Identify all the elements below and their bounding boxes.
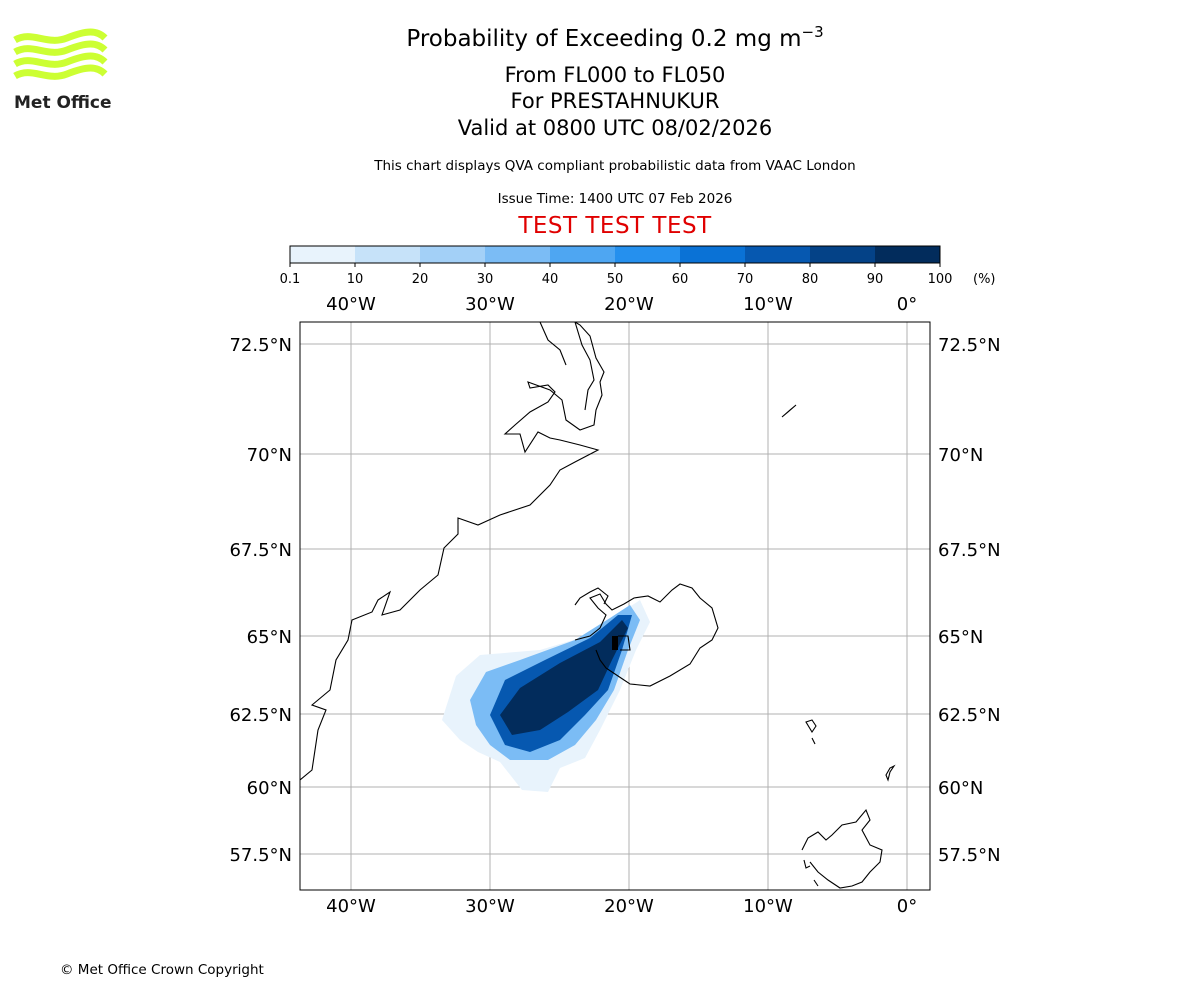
colorbar-tick-label: 20 bbox=[412, 272, 429, 287]
chart-title: Probability of Exceeding 0.2 mg m−3 bbox=[0, 23, 1200, 53]
lon-label-bottom: 10°W bbox=[743, 896, 793, 917]
chart-description: This chart displays QVA compliant probab… bbox=[374, 158, 856, 174]
lat-label-left: 72.5°N bbox=[229, 335, 292, 356]
lon-label-top: 20°W bbox=[604, 294, 654, 315]
lat-label-right: 72.5°N bbox=[938, 335, 1001, 356]
lat-label-right: 65°N bbox=[938, 627, 983, 648]
map-frame bbox=[299, 321, 931, 891]
chart-title-main: Probability of Exceeding 0.2 mg m bbox=[406, 26, 802, 52]
colorbar-tick-label: 100 bbox=[928, 272, 953, 287]
lon-label-bottom: 40°W bbox=[326, 896, 376, 917]
lat-label-right: 57.5°N bbox=[938, 845, 1001, 866]
map-plot-area bbox=[299, 321, 931, 891]
coastline-segment bbox=[805, 719, 817, 734]
lat-label-right: 62.5°N bbox=[938, 705, 1001, 726]
lat-label-right: 60°N bbox=[938, 778, 983, 799]
met-office-logo: Met Office bbox=[13, 28, 112, 113]
lon-label-bottom: 30°W bbox=[465, 896, 515, 917]
map-axis-labels: 40°W 40°W 30°W 30°W 20°W 20°W 10°W 10°W 0° 0° 72.5… bbox=[229, 294, 1000, 917]
plume-probability-area bbox=[500, 620, 628, 735]
coastline-segment bbox=[539, 322, 567, 366]
volcano-marker-outline bbox=[618, 635, 631, 651]
logo-text: Met Office bbox=[14, 93, 112, 113]
logo-wave-stroke bbox=[13, 64, 108, 80]
coastline-segment bbox=[574, 587, 609, 606]
colorbar-tick-label: 70 bbox=[737, 272, 754, 287]
coastline-segment bbox=[801, 808, 883, 889]
lon-label-top: 0° bbox=[897, 294, 917, 315]
colorbar-swatch bbox=[875, 246, 941, 263]
lat-label-left: 57.5°N bbox=[229, 845, 292, 866]
colorbar-swatch bbox=[615, 246, 681, 263]
chart-title-superscript: −3 bbox=[801, 23, 824, 41]
colorbar-swatch bbox=[290, 246, 356, 263]
lat-label-right: 67.5°N bbox=[938, 540, 1001, 561]
copyright: © Met Office Crown Copyright bbox=[60, 962, 264, 978]
colorbar-tick-label: 0.1 bbox=[280, 272, 301, 287]
test-banner: TEST TEST TEST bbox=[518, 213, 712, 239]
valid-time: Valid at 0800 UTC 08/02/2026 bbox=[457, 116, 773, 140]
coastline-segment bbox=[803, 859, 811, 869]
coastline-segment bbox=[300, 322, 605, 781]
lat-label-right: 70°N bbox=[938, 445, 983, 466]
lat-label-left: 62.5°N bbox=[229, 705, 292, 726]
colorbar-swatch bbox=[420, 246, 486, 263]
coastlines bbox=[300, 322, 896, 889]
colorbar-swatch bbox=[745, 246, 811, 263]
ash-plume bbox=[442, 600, 650, 792]
colorbar-tick-label: 50 bbox=[607, 272, 624, 287]
volcano-name: For PRESTAHNUKUR bbox=[510, 89, 720, 113]
colorbar-unit-label: (%) bbox=[973, 272, 996, 287]
colorbar-tick-label: 90 bbox=[867, 272, 884, 287]
colorbar-tick-label: 60 bbox=[672, 272, 689, 287]
map-gridlines bbox=[300, 322, 930, 890]
lat-label-left: 65°N bbox=[247, 627, 292, 648]
logo-wave-stroke bbox=[13, 28, 108, 44]
lat-label-left: 67.5°N bbox=[229, 540, 292, 561]
colorbar-tick-label: 30 bbox=[477, 272, 494, 287]
lon-label-top: 10°W bbox=[743, 294, 793, 315]
colorbar-swatch bbox=[680, 246, 746, 263]
volcano-marker bbox=[612, 636, 618, 650]
logo-wave-stroke bbox=[13, 40, 108, 56]
lon-label-top: 40°W bbox=[326, 294, 376, 315]
lat-label-left: 70°N bbox=[247, 445, 292, 466]
lon-label-bottom: 0° bbox=[897, 896, 917, 917]
coastline-segment bbox=[885, 764, 896, 782]
lat-label-left: 60°N bbox=[247, 778, 292, 799]
coastline-segment bbox=[781, 404, 797, 418]
colorbar-swatch bbox=[550, 246, 616, 263]
coastline-segment bbox=[574, 583, 719, 687]
lon-label-bottom: 20°W bbox=[604, 896, 654, 917]
coastline-segment bbox=[574, 322, 595, 411]
colorbar-tick-label: 10 bbox=[347, 272, 364, 287]
lon-label-top: 30°W bbox=[465, 294, 515, 315]
logo-wave-stroke bbox=[13, 52, 108, 68]
colorbar-swatch bbox=[485, 246, 551, 263]
coastline-segment bbox=[811, 737, 816, 745]
logo-waves-icon bbox=[13, 28, 108, 80]
colorbar-swatch bbox=[810, 246, 876, 263]
coastline-segment bbox=[813, 879, 819, 887]
level-range: From FL000 to FL050 bbox=[504, 63, 726, 87]
colorbar-tick-label: 40 bbox=[542, 272, 559, 287]
colorbar-swatch bbox=[355, 246, 421, 263]
colorbar: 0.1 10 20 30 40 50 60 70 80 90 100 (%) bbox=[280, 245, 996, 287]
issue-time: Issue Time: 1400 UTC 07 Feb 2026 bbox=[497, 191, 733, 207]
colorbar-tick-label: 80 bbox=[802, 272, 819, 287]
